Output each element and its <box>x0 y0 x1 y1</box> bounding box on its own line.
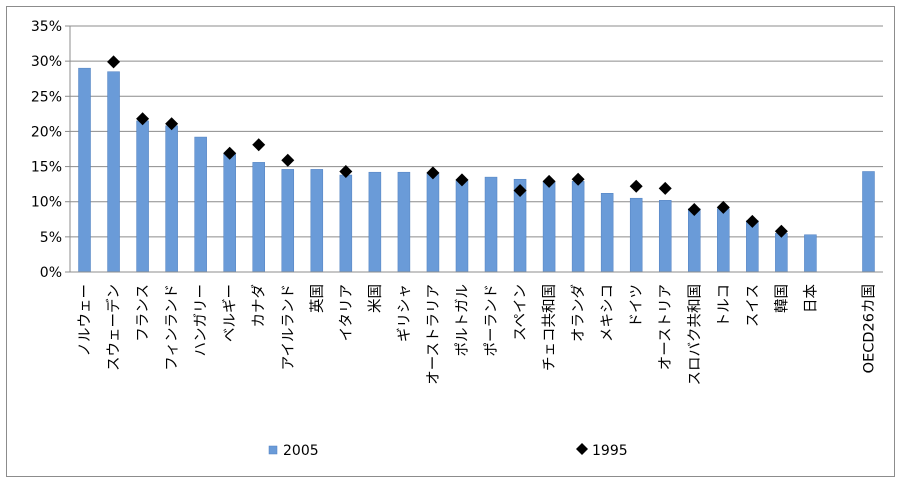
legend-label-2005: 2005 <box>283 443 319 459</box>
marker-1995 <box>281 153 295 167</box>
bar-2005 <box>310 169 324 273</box>
gridlines <box>65 25 883 273</box>
bar-2005 <box>368 171 382 273</box>
x-category-label: スウェーデン <box>105 284 123 371</box>
bar-2005 <box>339 174 353 273</box>
legend-marker-1995 <box>576 443 588 455</box>
x-category-label: カナダ <box>251 284 268 328</box>
bars-2005 <box>78 67 875 273</box>
bar-2005 <box>107 71 120 273</box>
legend-swatch-2005 <box>268 445 278 455</box>
x-category-label: トルコ <box>716 284 732 327</box>
marker-1995 <box>513 183 527 197</box>
bar-2005 <box>804 234 817 273</box>
x-category-label: オーストラリア <box>426 284 442 385</box>
x-category-label: アイルランド <box>281 284 297 370</box>
marker-1995 <box>426 166 440 180</box>
bar-2005 <box>746 220 759 273</box>
bar-2005 <box>165 125 178 273</box>
x-category-label: フランス <box>136 284 152 342</box>
x-category-label: ポーランド <box>483 284 500 357</box>
bar-2005 <box>775 233 788 273</box>
marker-1995 <box>716 200 730 214</box>
y-tick-label: 25% <box>31 89 62 105</box>
bar-2005 <box>571 181 585 273</box>
x-category-label: オランダ <box>570 284 587 342</box>
y-tick-label: 30% <box>31 54 62 70</box>
bar-2005 <box>600 193 614 273</box>
y-tick-label: 5% <box>40 230 62 246</box>
marker-1995 <box>629 179 643 193</box>
y-tick-label: 20% <box>31 124 62 140</box>
y-tick-labels: 0% 5% 10% 15% 20% 25% 30% 35% <box>31 19 62 281</box>
markers-1995 <box>107 55 788 238</box>
legend-label-1995: 1995 <box>592 443 628 459</box>
x-category-label: ノルウェー <box>77 284 94 357</box>
x-category-label: メキシコ <box>600 284 616 342</box>
x-category-label: スペイン <box>513 284 529 341</box>
x-category-label: スイス <box>745 284 761 327</box>
x-category-label: OECD26カ国 <box>861 284 877 373</box>
x-category-label: チェコ共和国 <box>541 284 558 371</box>
x-category-label: ベルギー <box>222 284 239 342</box>
bar-2005 <box>862 171 875 273</box>
x-category-label: ドイツ <box>629 284 645 328</box>
y-tick-label: 10% <box>31 195 62 211</box>
marker-1995 <box>165 117 179 131</box>
marker-1995 <box>542 174 556 188</box>
x-category-label: ギリシャ <box>396 284 413 342</box>
y-tick-label: 15% <box>31 160 62 176</box>
marker-1995 <box>687 202 701 216</box>
bar-2005 <box>658 200 672 273</box>
marker-1995 <box>571 172 585 186</box>
bar-2005 <box>629 197 643 273</box>
bar-2005 <box>194 136 207 273</box>
marker-1995 <box>455 173 469 187</box>
x-category-label: 日本 <box>802 284 819 313</box>
bar-2005 <box>484 176 498 273</box>
x-category-label: イタリア <box>338 284 355 341</box>
bar-2005 <box>223 153 236 273</box>
bar-2005 <box>136 120 149 273</box>
x-category-label: 韓国 <box>773 284 790 313</box>
marker-1995 <box>745 214 759 228</box>
bar-2005 <box>717 208 730 273</box>
x-category-labels: ノルウェー スウェーデン フランス フィンランド ハンガリー ベルギー カナダ アイルランド英… <box>77 284 878 386</box>
marker-1995 <box>107 55 121 69</box>
bar-2005 <box>426 173 440 273</box>
marker-1995 <box>252 138 266 152</box>
marker-1995 <box>136 112 150 126</box>
chart-frame: 0% 5% 10% 15% 20% 25% 30% 35% ノルウェー スウェーデン フランス フィ… <box>6 6 895 477</box>
x-category-label: ポルトガル <box>454 284 471 357</box>
bar-2005 <box>78 67 91 273</box>
bar-2005 <box>688 208 701 273</box>
bar-2005 <box>252 162 265 273</box>
x-category-label: スロバク共和国 <box>686 284 703 386</box>
bar-2005 <box>397 171 411 273</box>
marker-1995 <box>223 146 237 160</box>
y-tick-label: 35% <box>31 19 62 35</box>
bar-2005 <box>281 169 295 273</box>
bar-2005 <box>542 181 556 273</box>
x-category-label: オーストリア <box>658 284 674 370</box>
x-category-label: ハンガリー <box>193 284 210 357</box>
marker-1995 <box>658 181 672 195</box>
x-category-label: フィンランド <box>165 284 181 371</box>
marker-1995 <box>774 224 788 238</box>
bar-2005 <box>455 180 469 273</box>
x-category-label: 英国 <box>308 284 326 313</box>
axes <box>69 26 883 273</box>
y-tick-label: 0% <box>40 265 62 281</box>
x-category-label: 米国 <box>367 284 384 313</box>
bar-chart: 0% 5% 10% 15% 20% 25% 30% 35% ノルウェー スウェーデン フランス フィ… <box>31 19 883 459</box>
legend: 2005 1995 <box>268 443 628 459</box>
marker-1995 <box>339 164 353 178</box>
